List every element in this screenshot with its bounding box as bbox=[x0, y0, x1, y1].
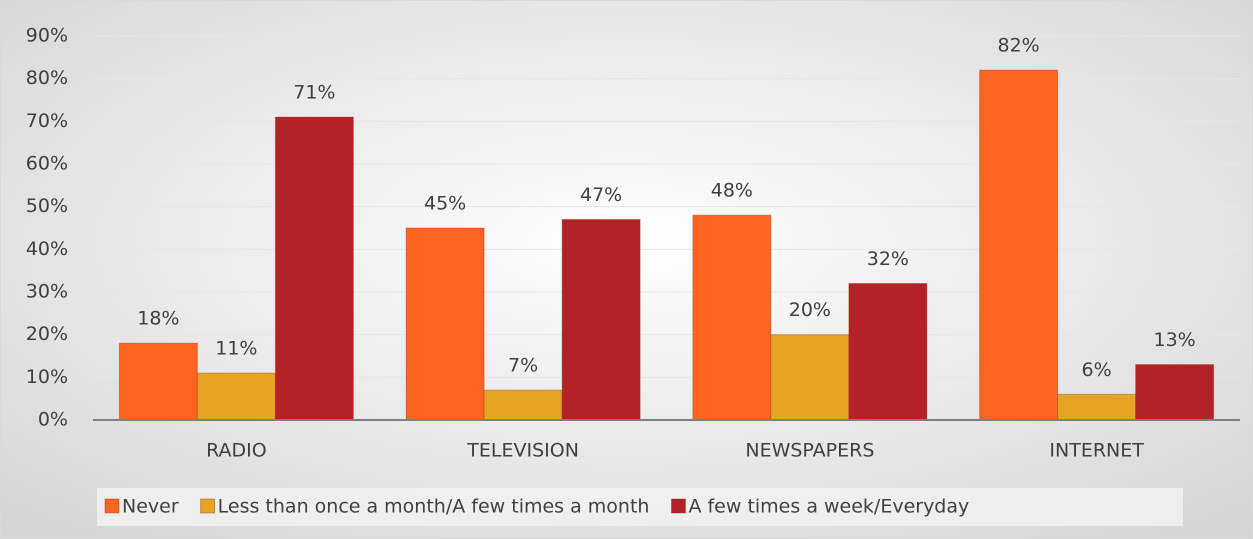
x-tick-label: NEWSPAPERS bbox=[745, 440, 874, 462]
y-tick-label: 90% bbox=[26, 25, 68, 47]
legend-swatch bbox=[104, 498, 120, 514]
x-tick-label: TELEVISION bbox=[466, 440, 579, 462]
bar bbox=[770, 334, 850, 421]
bar bbox=[196, 372, 276, 421]
legend-label: A few times a week/Everyday bbox=[688, 496, 969, 518]
bar bbox=[1135, 364, 1215, 421]
x-tick-label: INTERNET bbox=[1049, 440, 1144, 462]
data-label: 11% bbox=[215, 338, 257, 360]
data-label: 32% bbox=[867, 248, 909, 270]
bar bbox=[848, 282, 928, 421]
y-tick-label: 60% bbox=[26, 153, 68, 175]
data-label: 20% bbox=[789, 299, 831, 321]
x-tick-label: RADIO bbox=[206, 440, 267, 462]
legend-label: Less than once a month/A few times a mon… bbox=[218, 496, 650, 518]
data-label: 45% bbox=[424, 193, 466, 215]
bar bbox=[561, 218, 641, 421]
data-label: 48% bbox=[711, 180, 753, 202]
bar bbox=[692, 214, 772, 421]
legend-swatch bbox=[670, 498, 686, 514]
y-tick-label: 80% bbox=[26, 67, 68, 89]
data-label: 7% bbox=[508, 355, 538, 377]
legend-box bbox=[97, 488, 1183, 526]
y-tick-label: 50% bbox=[26, 195, 68, 217]
data-label: 47% bbox=[580, 184, 622, 206]
data-label: 18% bbox=[137, 308, 179, 330]
data-label: 13% bbox=[1154, 329, 1196, 351]
bar bbox=[483, 389, 563, 421]
bar bbox=[979, 69, 1059, 421]
y-tick-label: 20% bbox=[26, 323, 68, 345]
bar bbox=[274, 116, 354, 421]
y-tick-label: 70% bbox=[26, 110, 68, 132]
legend-swatch bbox=[200, 498, 216, 514]
bar bbox=[118, 342, 198, 421]
y-tick-label: 0% bbox=[38, 409, 68, 431]
bar bbox=[1057, 393, 1137, 421]
y-tick-label: 10% bbox=[26, 366, 68, 388]
data-label: 71% bbox=[293, 82, 335, 104]
y-tick-label: 40% bbox=[26, 238, 68, 260]
y-tick-label: 30% bbox=[26, 281, 68, 303]
data-label: 6% bbox=[1082, 359, 1112, 381]
data-label: 82% bbox=[998, 35, 1040, 57]
legend-label: Never bbox=[122, 496, 179, 518]
bar bbox=[405, 227, 485, 421]
